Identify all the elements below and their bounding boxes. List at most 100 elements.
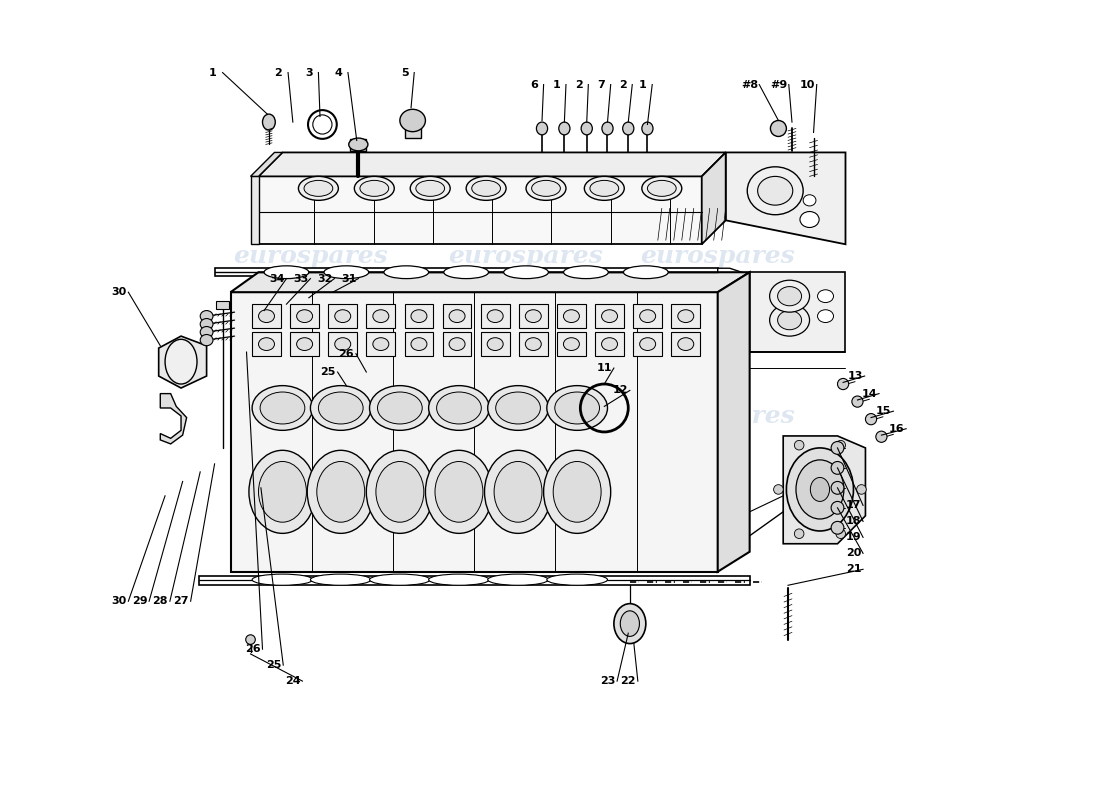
Text: 1: 1 — [552, 79, 560, 90]
Text: 17: 17 — [846, 501, 861, 510]
Ellipse shape — [778, 286, 802, 306]
Text: #9: #9 — [771, 79, 788, 90]
Polygon shape — [158, 336, 207, 388]
Text: #8: #8 — [741, 79, 758, 90]
Ellipse shape — [307, 450, 374, 534]
Ellipse shape — [857, 485, 866, 494]
Ellipse shape — [640, 310, 656, 322]
Ellipse shape — [559, 122, 570, 135]
Ellipse shape — [554, 392, 600, 424]
Bar — [217, 301, 229, 309]
Text: 12: 12 — [613, 386, 628, 395]
Ellipse shape — [641, 122, 653, 135]
Text: 7: 7 — [597, 79, 605, 90]
Ellipse shape — [487, 310, 503, 322]
Bar — [442, 332, 472, 356]
Text: 25: 25 — [266, 660, 282, 670]
Ellipse shape — [758, 176, 793, 205]
Text: 5: 5 — [400, 67, 408, 78]
Text: 19: 19 — [846, 532, 861, 542]
Text: 27: 27 — [174, 596, 189, 606]
Ellipse shape — [531, 180, 560, 196]
Text: 26: 26 — [245, 644, 261, 654]
Ellipse shape — [851, 396, 864, 407]
Ellipse shape — [553, 462, 601, 522]
Ellipse shape — [786, 448, 854, 531]
Ellipse shape — [641, 176, 682, 200]
Bar — [328, 304, 358, 328]
Ellipse shape — [648, 180, 676, 196]
Text: 14: 14 — [861, 389, 878, 398]
Polygon shape — [251, 176, 258, 244]
Bar — [557, 332, 586, 356]
Ellipse shape — [426, 450, 493, 534]
Text: 1: 1 — [209, 67, 217, 78]
Text: 2: 2 — [275, 67, 283, 78]
Ellipse shape — [602, 122, 613, 135]
Text: 15: 15 — [876, 406, 891, 416]
Text: 2: 2 — [619, 79, 627, 90]
Ellipse shape — [794, 440, 804, 450]
Ellipse shape — [832, 442, 844, 454]
Ellipse shape — [400, 110, 426, 132]
Ellipse shape — [876, 431, 887, 442]
Ellipse shape — [832, 502, 844, 514]
Ellipse shape — [866, 414, 877, 425]
Ellipse shape — [449, 310, 465, 322]
Ellipse shape — [837, 378, 849, 390]
Ellipse shape — [449, 338, 465, 350]
Ellipse shape — [258, 310, 275, 322]
Ellipse shape — [547, 386, 607, 430]
Bar — [671, 304, 700, 328]
Ellipse shape — [349, 138, 367, 151]
Ellipse shape — [373, 310, 388, 322]
Ellipse shape — [640, 338, 656, 350]
Bar — [481, 304, 509, 328]
Ellipse shape — [411, 338, 427, 350]
Ellipse shape — [563, 310, 580, 322]
Text: 31: 31 — [341, 274, 356, 284]
Ellipse shape — [623, 122, 634, 135]
Ellipse shape — [563, 266, 608, 278]
Polygon shape — [702, 153, 726, 244]
Polygon shape — [726, 153, 846, 244]
Ellipse shape — [472, 180, 500, 196]
Ellipse shape — [678, 310, 694, 322]
Ellipse shape — [494, 462, 542, 522]
Bar — [328, 332, 358, 356]
Ellipse shape — [297, 338, 312, 350]
Text: 30: 30 — [111, 287, 126, 297]
Ellipse shape — [526, 338, 541, 350]
Ellipse shape — [496, 392, 540, 424]
Text: 6: 6 — [530, 79, 538, 90]
Ellipse shape — [543, 450, 610, 534]
Ellipse shape — [258, 462, 307, 522]
Text: 3: 3 — [305, 67, 312, 78]
Text: 30: 30 — [111, 596, 126, 606]
Polygon shape — [161, 394, 187, 444]
Polygon shape — [251, 153, 283, 176]
Text: eurospares: eurospares — [640, 404, 795, 428]
Ellipse shape — [258, 338, 275, 350]
Text: 28: 28 — [153, 596, 168, 606]
Ellipse shape — [443, 266, 488, 278]
Ellipse shape — [376, 462, 424, 522]
Ellipse shape — [384, 266, 429, 278]
Bar — [595, 332, 624, 356]
Ellipse shape — [526, 176, 566, 200]
Bar — [442, 304, 472, 328]
Text: eurospares: eurospares — [640, 244, 795, 268]
Ellipse shape — [526, 310, 541, 322]
Bar — [350, 139, 366, 151]
Ellipse shape — [466, 176, 506, 200]
Bar — [252, 304, 280, 328]
Ellipse shape — [373, 338, 388, 350]
Ellipse shape — [773, 485, 783, 494]
Text: 23: 23 — [600, 676, 615, 686]
Text: 10: 10 — [800, 79, 815, 90]
Ellipse shape — [770, 280, 810, 312]
Ellipse shape — [318, 392, 363, 424]
Ellipse shape — [334, 310, 351, 322]
Ellipse shape — [794, 529, 804, 538]
Ellipse shape — [584, 176, 625, 200]
